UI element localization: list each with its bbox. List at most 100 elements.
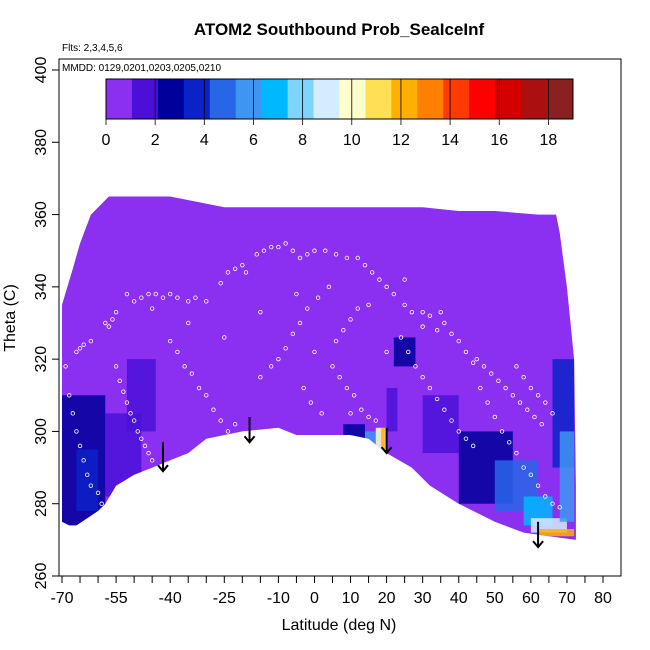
sample-point — [149, 458, 155, 463]
sample-point — [402, 277, 407, 282]
sample-point — [470, 443, 476, 449]
sample-point — [186, 299, 191, 304]
x-axis: -70 -55 -40 -25 -10 0 10 20 30 40 50 60 70 80 — [50, 576, 612, 607]
sample-point — [319, 411, 324, 416]
sample-point — [128, 411, 133, 416]
heatmap-patch — [559, 431, 575, 522]
sample-point — [535, 393, 541, 398]
colorbar-tick-label: 6 — [249, 132, 258, 149]
y-tick-label: 320 — [33, 346, 50, 373]
sample-point — [225, 270, 231, 275]
sample-point — [355, 306, 360, 311]
arrow-head — [243, 435, 256, 444]
sample-point — [355, 255, 360, 261]
sample-point — [268, 364, 274, 369]
sample-point — [557, 505, 562, 510]
sample-point — [333, 252, 339, 257]
sample-point — [514, 364, 519, 369]
colorbar-swatch — [391, 79, 418, 119]
sample-point — [297, 320, 303, 326]
sample-point — [258, 309, 263, 315]
colorbar-swatch — [365, 79, 392, 119]
sample-point — [88, 483, 94, 488]
sample-point — [117, 378, 122, 384]
sample-point — [517, 400, 523, 405]
sample-point — [276, 244, 281, 250]
colorbar-swatch — [209, 79, 237, 119]
sample-point — [149, 306, 155, 311]
sample-point — [268, 244, 274, 250]
sample-point — [243, 270, 249, 275]
sample-point — [258, 375, 263, 380]
sample-point — [391, 291, 397, 297]
sample-point — [525, 407, 530, 412]
sample-point — [124, 400, 130, 405]
sample-point — [413, 364, 418, 369]
colorbar-tick-label: 8 — [298, 132, 307, 149]
sample-point — [550, 411, 555, 416]
sample-point — [330, 364, 335, 369]
sample-point — [131, 418, 137, 423]
sample-point — [326, 284, 332, 290]
y-axis-label: Theta (C) — [2, 284, 19, 352]
sample-point — [438, 309, 443, 315]
sample-point — [312, 349, 317, 355]
heatmap-patch — [242, 377, 272, 414]
sample-point — [146, 450, 151, 456]
sample-point — [463, 349, 469, 355]
sample-point — [384, 349, 389, 355]
sample-point — [478, 385, 483, 391]
sample-point — [344, 255, 350, 261]
sample-point — [373, 418, 378, 423]
sample-point — [535, 483, 541, 488]
sample-point — [110, 317, 115, 322]
colorbar-tick-label: 14 — [441, 132, 459, 149]
sample-point — [481, 364, 487, 369]
x-tick-label: 30 — [414, 590, 432, 607]
heatmap-region — [62, 196, 576, 549]
colorbar-swatch — [157, 79, 185, 119]
arrow-head — [380, 446, 393, 455]
x-tick-label: -55 — [105, 590, 128, 607]
sample-point — [283, 346, 288, 351]
colorbar-tick-label: 0 — [102, 132, 111, 149]
sample-point — [186, 320, 191, 326]
dates-note: MMDD: 0129,0201,0203,0205,0210 — [62, 63, 221, 74]
colorbar-swatch — [339, 79, 366, 119]
y-tick-label: 400 — [33, 57, 50, 84]
sample-point — [283, 241, 288, 246]
colorbar-swatch — [261, 79, 289, 119]
high-value-patches — [62, 337, 575, 537]
y-tick-label: 260 — [33, 563, 50, 590]
y-tick-label: 380 — [33, 129, 50, 156]
x-axis-label: Latitude (deg N) — [282, 617, 397, 634]
sample-point — [218, 281, 223, 286]
x-tick-label: -70 — [50, 590, 73, 607]
colorbar-swatch — [235, 79, 263, 119]
sample-point — [333, 338, 339, 344]
sample-point — [113, 309, 119, 315]
y-tick-label: 340 — [33, 273, 50, 300]
x-tick-label: 40 — [450, 590, 468, 607]
sample-point — [139, 295, 144, 300]
sample-point — [442, 320, 447, 326]
sample-point — [124, 291, 130, 297]
sample-point — [550, 501, 555, 506]
sample-point — [377, 277, 382, 282]
sample-point — [204, 393, 209, 398]
sample-point — [507, 440, 512, 445]
x-tick-label: 0 — [310, 590, 319, 607]
sample-points — [63, 241, 562, 514]
sample-point — [305, 306, 310, 311]
colorbar-tick-label: 2 — [151, 132, 160, 149]
sample-point — [351, 393, 357, 398]
sample-point — [254, 252, 259, 257]
sample-point — [528, 472, 534, 477]
colorbar-swatch — [547, 79, 574, 119]
colorbar: 0 2 4 6 8 10 12 14 16 18 — [102, 78, 574, 149]
sample-point — [204, 299, 209, 304]
sample-point — [521, 375, 526, 380]
flights-note: Flts: 2,3,4,5,6 — [62, 43, 123, 54]
arrow-head — [532, 540, 544, 549]
sample-point — [323, 248, 328, 253]
